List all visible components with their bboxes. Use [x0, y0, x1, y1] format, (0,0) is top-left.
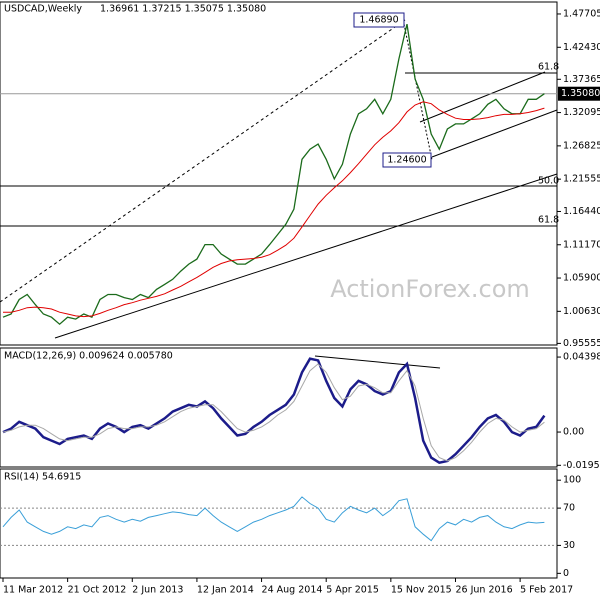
fib-line [403, 23, 433, 161]
y-tick-label: 30 [563, 540, 575, 551]
x-tick-label: 21 Oct 2012 [68, 585, 127, 596]
x-tick-label: 24 Aug 2014 [262, 585, 323, 596]
y-tick-label: 0.043983 [563, 352, 600, 363]
panel-title: MACD(12,26,9) 0.009624 0.005780 [4, 351, 173, 362]
y-tick-label: -0.019501 [563, 460, 600, 471]
fib-label: 50.0 [538, 176, 559, 187]
y-tick-label: 1.37365 [563, 74, 600, 85]
x-tick-label: 15 Nov 2015 [391, 585, 452, 596]
y-tick-label: 1.47705 [563, 8, 600, 19]
y-tick-label: 1.32095 [563, 107, 600, 118]
annotation: 1.24600 [387, 155, 426, 166]
y-tick-label: 1.05900 [563, 273, 600, 284]
x-tick-label: 2 Jun 2013 [132, 585, 183, 596]
y-tick-label: 100 [563, 475, 581, 486]
series-line [3, 101, 545, 318]
trend-line [54, 173, 558, 339]
divergence-line [314, 355, 441, 369]
x-tick-label: 5 Apr 2015 [326, 585, 379, 596]
y-tick-label: 1.21555 [563, 174, 600, 185]
panel-title: RSI(14) 54.6915 [4, 472, 81, 483]
price-panel [0, 1, 558, 346]
price-tag-label: 1.35080 [561, 88, 600, 99]
y-tick-label: 70 [563, 503, 575, 514]
y-tick-label: 1.42430 [563, 42, 600, 53]
y-tick-label: 0 [563, 568, 569, 579]
chart-title: USDCAD,Weekly [4, 4, 82, 15]
macd-panel [0, 347, 558, 468]
y-tick-label: 0.95555 [563, 338, 600, 349]
channel-line [419, 71, 546, 123]
y-tick-label: 1.26825 [563, 140, 600, 151]
fib-label: 61.8 [538, 62, 559, 73]
annotation-box [353, 12, 405, 28]
x-tick-label: 5 Feb 2017 [520, 585, 573, 596]
ohlc-label: 1.36961 1.37215 1.35075 1.35080 [100, 4, 266, 15]
annotation: 1.46890 [359, 15, 398, 26]
watermark: ActionForex.com [330, 275, 530, 303]
x-tick-label: 12 Jan 2014 [197, 585, 254, 596]
y-tick-label: 1.00630 [563, 306, 600, 317]
x-tick-label: 26 Jun 2016 [455, 585, 512, 596]
y-tick-label: 1.11170 [563, 239, 600, 250]
rsi-panel [0, 468, 558, 579]
y-tick-label: 0.00 [563, 427, 584, 438]
series-line [2, 363, 545, 462]
x-tick-label: 11 Mar 2012 [3, 585, 63, 596]
series-line [2, 357, 546, 465]
channel-line [431, 109, 558, 158]
y-tick-label: 1.16440 [563, 206, 600, 217]
fib-label: 61.8 [538, 215, 559, 226]
series-line [2, 496, 545, 542]
trend-line [0, 19, 406, 303]
series-line [2, 23, 545, 326]
price-tag [558, 86, 600, 101]
annotation-box [382, 152, 432, 168]
